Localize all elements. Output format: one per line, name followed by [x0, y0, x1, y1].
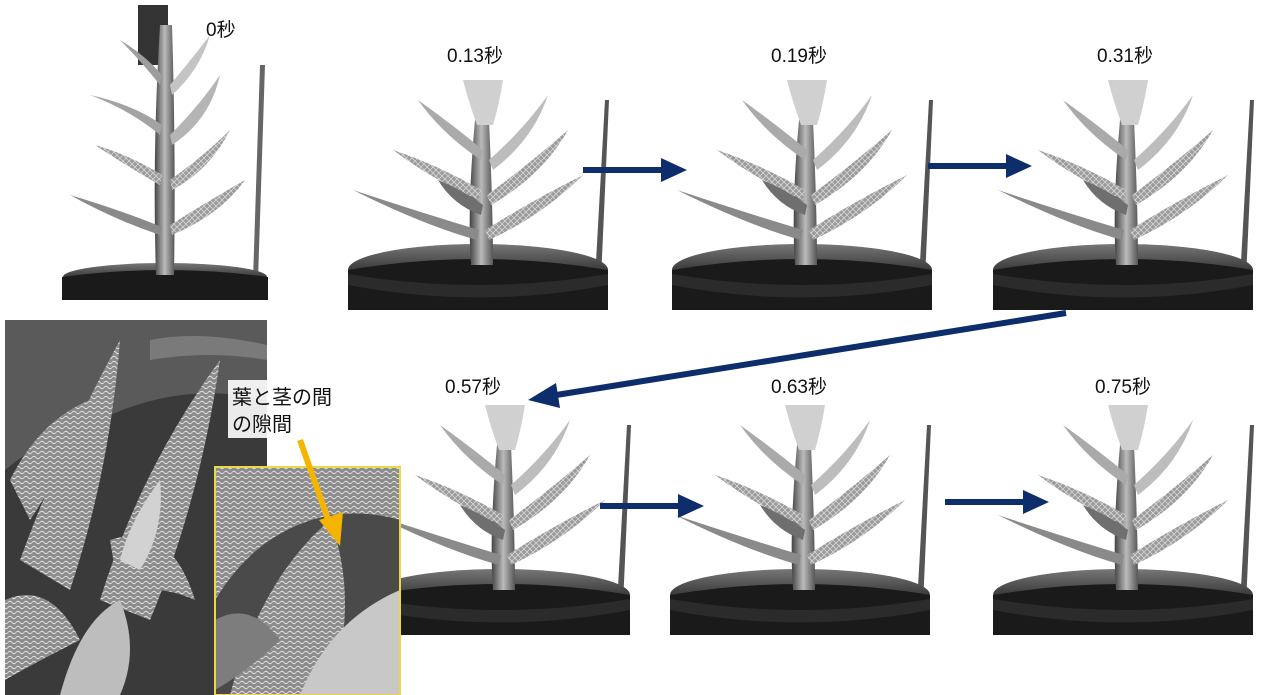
time-label-019: 0.19秒: [771, 45, 827, 67]
gap-annotation-line1: 葉と茎の間: [232, 385, 332, 409]
photo-frame-0: [60, 5, 270, 300]
time-label-031: 0.31秒: [1097, 45, 1153, 67]
time-label-013: 0.13秒: [447, 45, 503, 67]
time-label-0: 0秒: [206, 19, 236, 41]
photo-frame-013: [343, 80, 613, 310]
time-label-075: 0.75秒: [1095, 376, 1151, 398]
photo-frame-075: [988, 405, 1258, 635]
time-label-063: 0.63秒: [771, 376, 827, 398]
time-label-057: 0.57秒: [445, 376, 501, 398]
photo-frame-063: [665, 405, 935, 635]
arrow-down-icon: [297, 439, 343, 546]
photo-frame-057: [365, 405, 635, 635]
gap-annotation-line2: の隙間: [232, 412, 292, 436]
arrow-diagonal-icon: [528, 310, 1067, 408]
photo-frame-031: [988, 80, 1258, 310]
sem-inset: [214, 466, 401, 695]
photo-frame-019: [667, 80, 937, 310]
